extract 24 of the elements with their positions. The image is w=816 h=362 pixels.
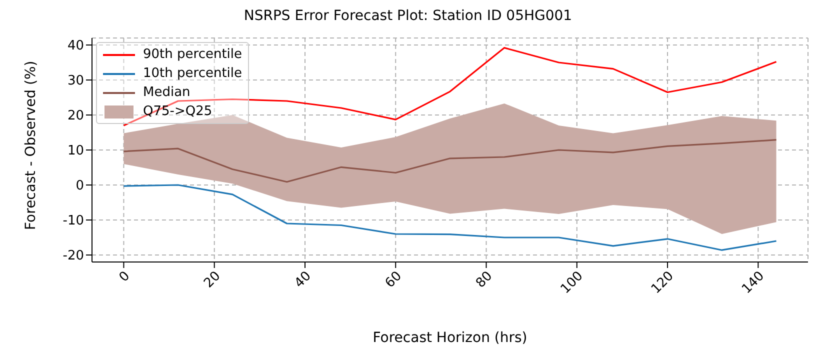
x-tick-label: 140 xyxy=(739,268,768,297)
y-tick-label: 0 xyxy=(76,178,84,194)
y-tick-label: 30 xyxy=(67,74,84,89)
y-tick-label: -20 xyxy=(62,248,84,264)
x-axis-title: Forecast Horizon (hrs) xyxy=(372,330,528,346)
y-tick-label: 10 xyxy=(67,144,84,159)
legend-label: 90th percentile xyxy=(143,47,242,62)
x-tick-label: 100 xyxy=(558,268,586,297)
x-tick-label: 20 xyxy=(201,268,224,292)
line-series xyxy=(122,47,778,126)
line-series xyxy=(122,139,778,183)
legend-label: Median xyxy=(143,85,190,100)
x-tick-label: 120 xyxy=(648,268,677,297)
y-tick-label: 20 xyxy=(67,108,84,124)
chart-title: NSRPS Error Forecast Plot: Station ID 05HG001 xyxy=(242,8,574,24)
y-tick-label: 40 xyxy=(67,38,84,54)
x-tick-label: 40 xyxy=(292,268,314,292)
y-tick-label: -10 xyxy=(62,214,84,229)
legend-label: 10th percentile xyxy=(143,66,242,81)
x-tick-label: 0 xyxy=(116,268,134,286)
y-axis-title: Forecast - Observed (%) xyxy=(22,60,39,230)
line-series xyxy=(122,184,778,251)
x-tick-label: 60 xyxy=(382,268,405,292)
x-tick-label: 80 xyxy=(473,268,496,292)
